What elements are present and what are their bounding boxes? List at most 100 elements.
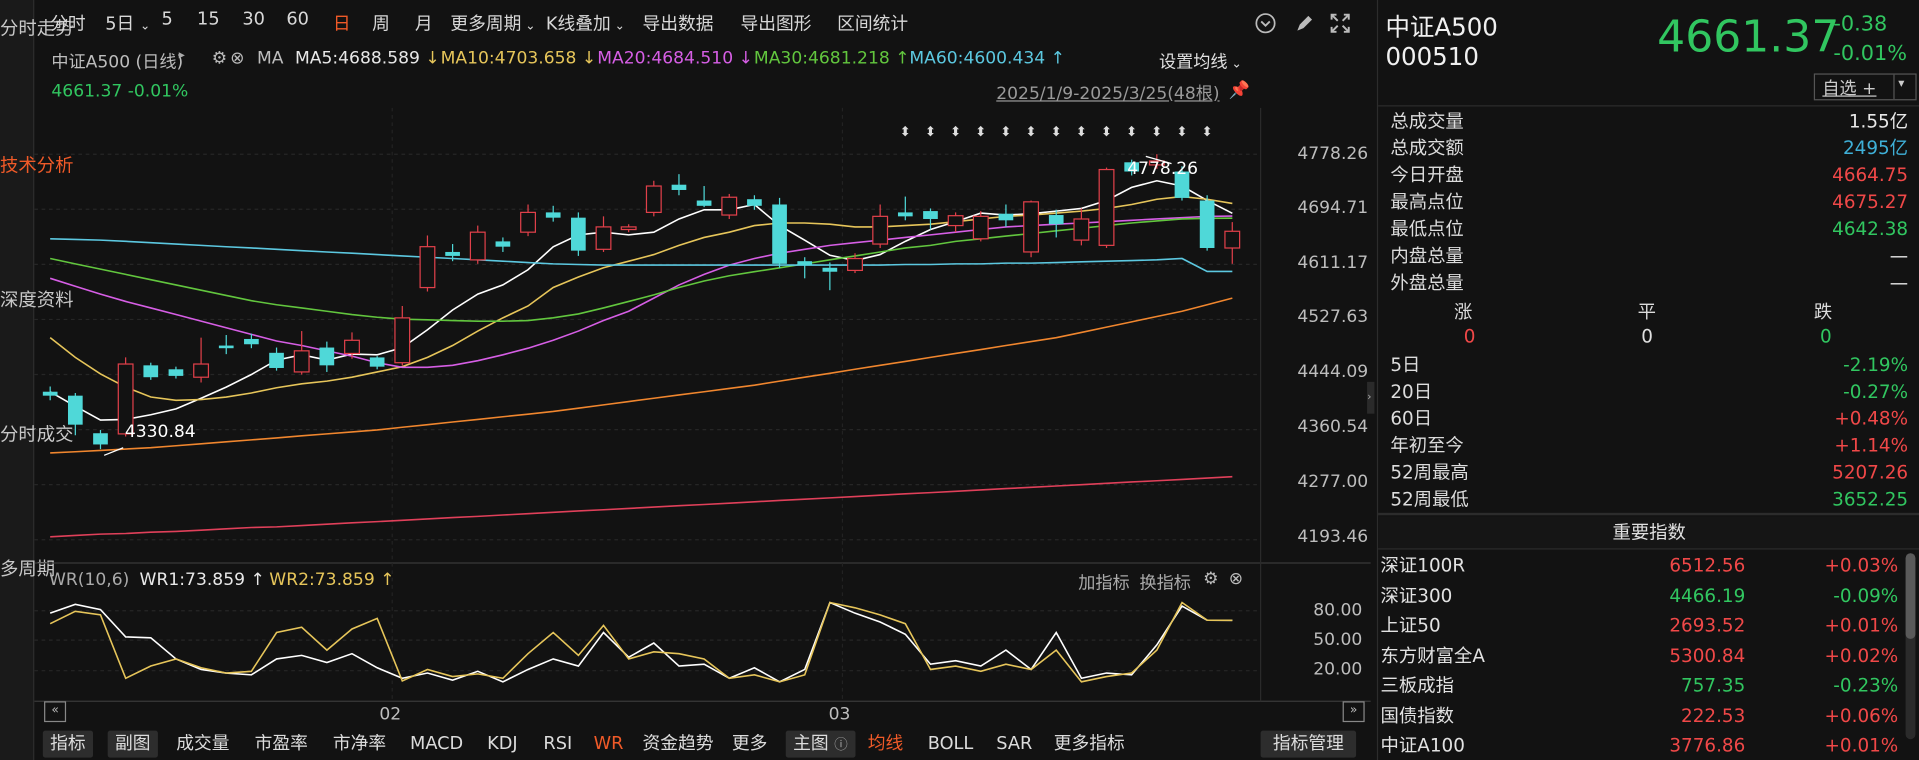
y-tick-label: 4360.54: [1297, 417, 1369, 437]
low-marker-line: [103, 447, 124, 456]
period-week[interactable]: 周: [372, 14, 390, 35]
scroll-right-icon[interactable]: »: [1342, 701, 1365, 723]
watch-dropdown-icon: ▾: [1898, 77, 1905, 91]
indicator-macd[interactable]: MACD: [410, 734, 464, 754]
candle: [1073, 208, 1090, 246]
candle: [319, 341, 335, 372]
index-row[interactable]: 国债指数 222.53 +0.06%: [1380, 704, 1899, 727]
panel-toggle-icon[interactable]: ›: [1367, 381, 1375, 414]
kline-chart[interactable]: ⬍ ⬍ ⬍ ⬍ ⬍ ⬍ ⬍ ⬍ ⬍ ⬍ ⬍ ⬍ ⬍: [34, 107, 1371, 726]
export-image-button[interactable]: 导出图形: [740, 14, 812, 35]
tab-technical-analysis[interactable]: 技术分析: [0, 154, 74, 177]
index-row[interactable]: 深证100R 6512.56 +0.03%: [1380, 554, 1899, 577]
candle: [747, 195, 762, 210]
indices-scrollbar[interactable]: [1905, 553, 1916, 740]
scroll-left-icon[interactable]: «: [44, 701, 67, 723]
period-15min[interactable]: 15: [197, 9, 220, 30]
candle: [872, 204, 889, 248]
ma-close-icon[interactable]: ⊗: [230, 48, 245, 69]
candle-body: [822, 267, 838, 272]
collapse-icon[interactable]: [1254, 12, 1276, 39]
y-tick-label: 4694.71: [1297, 198, 1369, 218]
add-watchlist-button[interactable]: 自选 + ▾: [1813, 73, 1917, 101]
pin-icon[interactable]: 📌: [1228, 80, 1251, 101]
candle: [1224, 222, 1241, 264]
candle: [998, 204, 1014, 227]
stat-row: 总成交量 1.55亿: [1390, 110, 1909, 133]
period-month[interactable]: 月: [414, 14, 433, 35]
wr-settings-gear-icon[interactable]: ⚙: [1203, 569, 1219, 589]
tab-deep-data[interactable]: 深度资料: [0, 288, 74, 311]
candle: [620, 224, 637, 233]
candle-body: [1124, 162, 1140, 172]
overlay-boll[interactable]: BOLL: [927, 734, 974, 754]
quote-price: 4661.37: [1657, 12, 1840, 63]
sub-chart-tab[interactable]: 副图: [107, 730, 158, 758]
index-row[interactable]: 深证300 4466.19 -0.09%: [1380, 584, 1899, 607]
stat-row: 最高点位 4675.27: [1390, 190, 1909, 213]
indicator-pb[interactable]: 市净率: [332, 734, 387, 754]
wr-close-icon[interactable]: ⊗: [1228, 569, 1244, 589]
candle: [1023, 200, 1040, 258]
candle: [93, 429, 108, 450]
candle: [545, 205, 561, 222]
indicator-rsi[interactable]: RSI: [543, 734, 573, 754]
index-row[interactable]: 中证A100 3776.86 +0.01%: [1380, 734, 1899, 757]
candle: [67, 393, 83, 436]
overlay-sar[interactable]: SAR: [996, 734, 1033, 754]
candle-body: [344, 339, 360, 355]
tab-multi-period[interactable]: 多周期: [0, 558, 56, 581]
indicator-manage-button[interactable]: 指标管理: [1260, 730, 1357, 758]
period-5min[interactable]: 5: [161, 9, 173, 30]
tab-time-trend[interactable]: 分时走势: [0, 17, 74, 40]
indicator-fund-trend[interactable]: 资金趋势: [642, 734, 714, 754]
fullscreen-icon[interactable]: [1329, 12, 1351, 39]
candle-body: [772, 204, 787, 264]
overlay-more[interactable]: 更多指标: [1053, 734, 1125, 754]
candle-body: [696, 200, 712, 206]
candle: [1098, 167, 1115, 248]
export-data-button[interactable]: 导出数据: [642, 14, 714, 35]
index-row[interactable]: 上证50 2693.52 +0.01%: [1380, 614, 1899, 637]
candle-body: [520, 211, 537, 233]
date-range-link[interactable]: 2025/1/9-2025/3/25(48根): [996, 84, 1220, 105]
candle-body: [671, 184, 687, 190]
indicator-pe[interactable]: 市盈率: [254, 734, 308, 754]
set-ma-dropdown[interactable]: 设置均线 ⌄: [1159, 52, 1242, 73]
switch-indicator-button[interactable]: 换指标: [1139, 574, 1191, 594]
candle-body: [1073, 218, 1090, 241]
k-overlay-dropdown[interactable]: K线叠加 ⌄: [545, 14, 625, 35]
indicator-tab[interactable]: 指标: [42, 730, 94, 758]
draw-pen-icon[interactable]: [1294, 12, 1316, 39]
candle: [244, 333, 259, 349]
period-row: 52周最低 3652.25: [1390, 488, 1909, 511]
period-day[interactable]: 日: [332, 14, 351, 35]
index-row[interactable]: 三板成指 757.35 -0.23%: [1380, 674, 1899, 697]
high-annotation: 4778.26: [1127, 159, 1199, 179]
wr-panel: [49, 601, 1233, 683]
period-5day[interactable]: 5日 ⌄: [105, 14, 151, 35]
index-row[interactable]: 东方财富全A 5300.84 +0.02%: [1380, 644, 1899, 667]
indicator-wr[interactable]: WR: [593, 734, 624, 754]
overlay-ma[interactable]: 均线: [867, 734, 904, 754]
add-indicator-button[interactable]: 加指标: [1078, 574, 1130, 594]
more-periods-dropdown[interactable]: 更多周期 ⌄: [450, 14, 536, 35]
stat-row: 总成交额 2495亿: [1390, 137, 1909, 160]
period-60min[interactable]: 60: [286, 9, 309, 30]
candle-body: [1148, 160, 1165, 166]
main-chart-tab[interactable]: 主图 ⓘ: [785, 730, 856, 758]
period-30min[interactable]: 30: [242, 9, 265, 30]
range-stats-button[interactable]: 区间统计: [837, 14, 909, 35]
candle-body: [872, 215, 889, 245]
ma-settings-gear-icon[interactable]: ⚙: [211, 48, 228, 69]
stat-row: 内盘总量 —: [1390, 244, 1909, 267]
period-minute[interactable]: 分时: [50, 14, 86, 35]
caret-right-icon[interactable]: ▸: [178, 48, 185, 63]
candle: [394, 306, 411, 366]
tab-time-trades[interactable]: 分时成交: [0, 423, 74, 446]
indicator-kdj[interactable]: KDJ: [487, 734, 518, 754]
quote-change: -0.38: [1833, 12, 1888, 37]
indicator-volume[interactable]: 成交量: [176, 734, 230, 754]
more-indicators-link[interactable]: 更多: [731, 734, 768, 754]
signal-arrow-icon: ⬍: [1051, 125, 1062, 140]
